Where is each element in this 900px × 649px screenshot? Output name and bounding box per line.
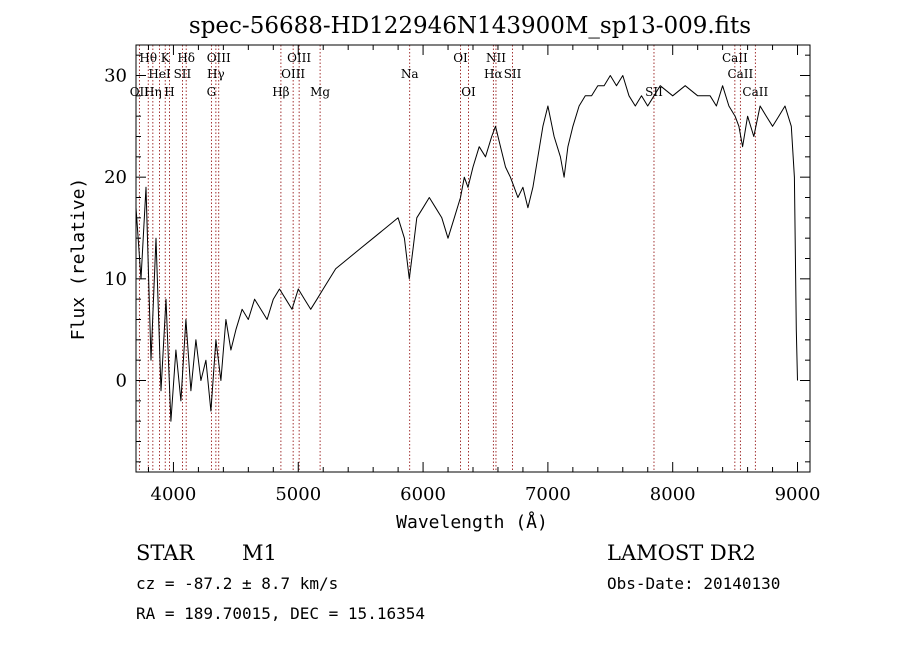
- redshift-cz: cz = -87.2 ± 8.7 km/s: [136, 574, 338, 593]
- line-label: OIII: [287, 51, 311, 65]
- line-label: Hγ: [207, 67, 225, 81]
- x-tick-label: 5000: [275, 484, 321, 505]
- observation-date: Obs-Date: 20140130: [607, 574, 780, 593]
- line-label: SII: [174, 67, 192, 81]
- line-label: Hδ: [177, 51, 195, 65]
- x-axis-label: Wavelength (Å): [396, 511, 548, 533]
- line-label: SII: [645, 85, 663, 99]
- line-label: SII: [504, 67, 522, 81]
- x-tick-label: 8000: [650, 484, 696, 505]
- line-label: OIII: [281, 67, 305, 81]
- y-tick-label: 30: [104, 66, 127, 87]
- line-label: Na: [401, 67, 419, 81]
- y-tick-label: 20: [104, 167, 127, 188]
- plot-frame: [135, 44, 811, 473]
- chart-title: spec-56688-HD122946N143900M_sp13-009.fit…: [189, 13, 751, 39]
- line-label: K: [161, 51, 171, 65]
- line-label: CaII: [727, 67, 753, 81]
- line-label: OIII: [207, 51, 231, 65]
- x-axis: 4000 5000 6000 7000 8000 9000: [147, 45, 821, 505]
- line-label: Hβ: [272, 85, 289, 99]
- y-tick-label: 10: [104, 269, 127, 290]
- y-axis-label: Flux (relative): [68, 178, 89, 341]
- line-label: NII: [486, 51, 506, 65]
- spectrum-series: [135, 75, 798, 422]
- x-tick-label: 9000: [775, 484, 821, 505]
- line-label: CaII: [722, 51, 748, 65]
- line-label: OII: [130, 85, 150, 99]
- line-label: CaII: [742, 85, 768, 99]
- line-label: H: [164, 85, 174, 99]
- line-label: HeI: [148, 67, 171, 81]
- x-tick-label: 6000: [400, 484, 446, 505]
- line-label: Hη: [144, 85, 162, 99]
- line-label: Mg: [310, 85, 330, 99]
- x-tick-label: 4000: [151, 484, 197, 505]
- coordinates: RA = 189.70015, DEC = 15.16354: [136, 604, 425, 623]
- line-label: OI: [461, 85, 476, 99]
- spectrum-line: [135, 75, 798, 422]
- object-subclass: M1: [242, 541, 277, 565]
- line-label: Hα: [484, 67, 503, 81]
- line-label: OI: [453, 51, 468, 65]
- y-tick-label: 0: [116, 371, 127, 392]
- y-axis: 0 10 20 30: [104, 54, 810, 463]
- line-label: Hθ: [139, 51, 157, 65]
- object-class: STAR: [136, 541, 195, 565]
- x-tick-label: 7000: [525, 484, 571, 505]
- survey-name: LAMOST DR2: [607, 541, 756, 565]
- line-label: G: [207, 85, 217, 99]
